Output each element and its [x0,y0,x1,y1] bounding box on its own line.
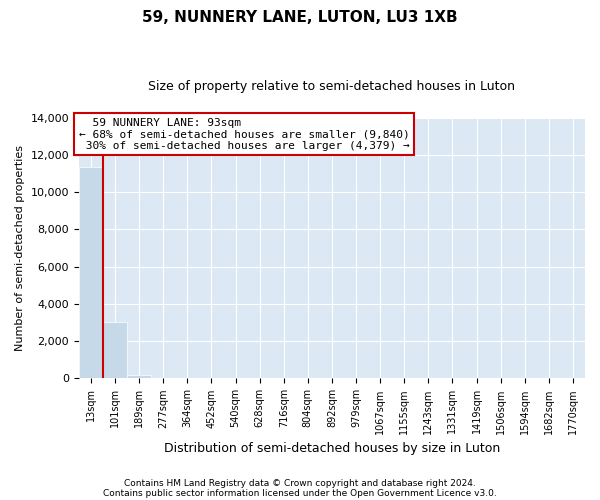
Title: Size of property relative to semi-detached houses in Luton: Size of property relative to semi-detach… [148,80,515,93]
Text: 59 NUNNERY LANE: 93sqm
← 68% of semi-detached houses are smaller (9,840)
 30% of: 59 NUNNERY LANE: 93sqm ← 68% of semi-det… [79,118,410,151]
Bar [127,374,151,378]
Text: Contains HM Land Registry data © Crown copyright and database right 2024.: Contains HM Land Registry data © Crown c… [124,478,476,488]
Bar [79,167,103,378]
X-axis label: Distribution of semi-detached houses by size in Luton: Distribution of semi-detached houses by … [164,442,500,455]
Text: Contains public sector information licensed under the Open Government Licence v3: Contains public sector information licen… [103,488,497,498]
Y-axis label: Number of semi-detached properties: Number of semi-detached properties [15,145,25,351]
Bar [103,322,127,378]
Text: 59, NUNNERY LANE, LUTON, LU3 1XB: 59, NUNNERY LANE, LUTON, LU3 1XB [142,10,458,25]
